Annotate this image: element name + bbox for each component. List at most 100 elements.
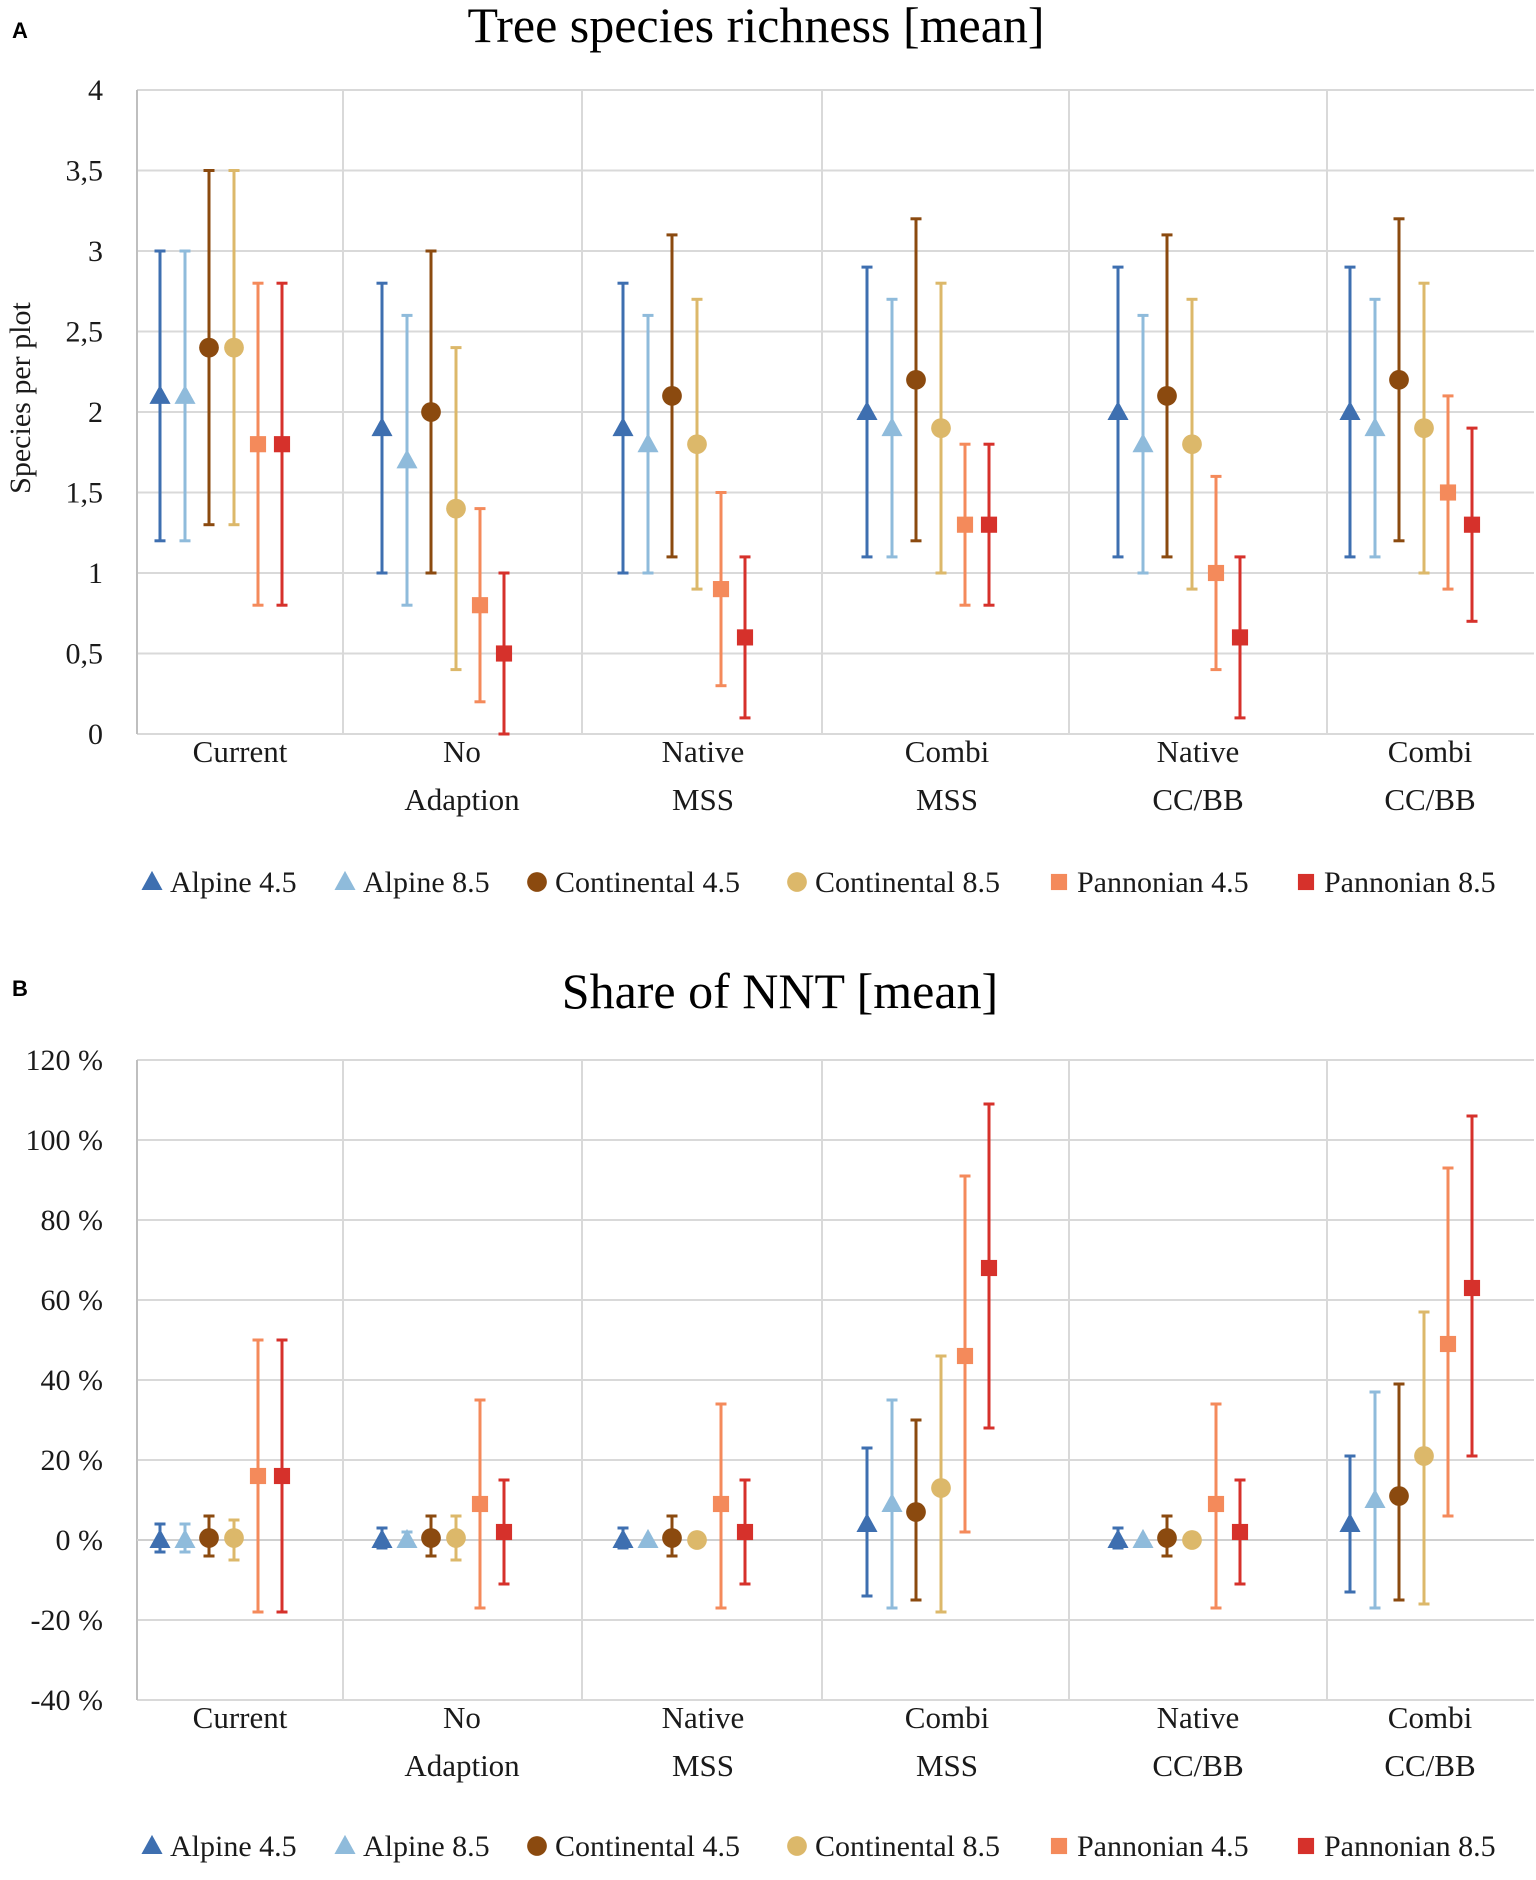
panel-a-tree-species-richness: A Tree species richness [mean] Species p…: [4, 0, 1534, 899]
data-point-continental-4-5-no-adaption: [421, 402, 441, 422]
data-point-continental-8-5-current: [224, 337, 244, 358]
data-point-continental-8-5-native-mss: [687, 1530, 707, 1550]
y-tick-label: 60 %: [41, 1284, 104, 1317]
x-tick-label-combi: Combi: [1388, 1700, 1473, 1735]
y-tick-label: 4: [88, 74, 103, 107]
series-pannonian-4-5: [249, 281, 1457, 704]
data-point-continental-4-5-combi-cc-bb: [1389, 369, 1409, 390]
data-point-pannonian-8-5-combi-cc-bb: [1463, 516, 1481, 533]
x-tick-label-native: Native: [1157, 1700, 1240, 1735]
data-point-alpine-4-5-current: [149, 1528, 171, 1549]
series-continental-8-5: [224, 169, 1434, 672]
data-point-pannonian-8-5-combi-cc-bb: [1463, 1279, 1481, 1297]
data-point-alpine-4-5-native-cc-bb: [1107, 1528, 1129, 1549]
y-tick-label: 40 %: [41, 1364, 104, 1397]
data-point-continental-8-5-current: [224, 1528, 244, 1548]
x-tick-label-current: Current: [193, 1700, 288, 1735]
y-tick-label: 120 %: [26, 1044, 104, 1077]
data-point-alpine-8-5-no-adaption: [396, 449, 418, 469]
legend-label-continental-8-5: Continental 8.5: [815, 866, 1000, 899]
legend-marker-continental-8-5: [787, 872, 807, 892]
legend-marker-pannonian-4-5: [1050, 873, 1068, 891]
data-point-alpine-8-5-no-adaption: [396, 1528, 418, 1549]
data-point-alpine-8-5-combi-mss: [881, 1492, 903, 1513]
legend-label-pannonian-8-5: Pannonian 8.5: [1324, 866, 1496, 899]
x-tick-label-no: No: [443, 734, 481, 769]
legend-marker-continental-4-5: [527, 1836, 547, 1856]
panel-a-y-axis-label: Species per plot: [4, 302, 37, 494]
data-point-pannonian-4-5-combi-cc-bb: [1439, 484, 1457, 501]
data-point-continental-4-5-combi-mss: [906, 369, 926, 390]
data-point-pannonian-4-5-current: [249, 1467, 267, 1485]
data-point-continental-4-5-native-cc-bb: [1157, 386, 1177, 406]
panel-a-title: Tree species richness [mean]: [467, 0, 1044, 53]
data-point-alpine-8-5-current: [174, 384, 196, 404]
panel-a-plot-area: 0 0,5 1 1,5 2 2,5 3 3,5 4 Current No Adaption Native…: [66, 74, 1534, 817]
x-tick-label-combi: Combi: [905, 1700, 990, 1735]
data-point-continental-4-5-native-mss: [662, 386, 682, 406]
data-point-continental-8-5-combi-mss: [931, 1478, 951, 1498]
y-tick-label: -20 %: [31, 1604, 103, 1637]
data-point-continental-8-5-combi-mss: [931, 418, 951, 438]
legend-marker-pannonian-8-5: [1297, 1837, 1315, 1855]
data-point-alpine-4-5-native-cc-bb: [1107, 400, 1129, 421]
x-tick-label-mss: MSS: [672, 782, 734, 817]
y-tick-label: 2,5: [66, 316, 104, 349]
data-point-continental-8-5-no-adaption: [446, 498, 466, 519]
x-tick-label-cc-bb: CC/BB: [1384, 782, 1475, 817]
data-point-continental-4-5-combi-mss: [906, 1502, 926, 1522]
data-point-pannonian-4-5-current: [249, 436, 267, 453]
data-point-pannonian-8-5-native-mss: [736, 629, 754, 646]
data-point-alpine-8-5-native-mss: [637, 1528, 659, 1549]
data-point-continental-8-5-combi-cc-bb: [1414, 418, 1434, 438]
data-point-pannonian-4-5-native-mss: [712, 1495, 730, 1513]
data-point-alpine-4-5-no-adaption: [371, 417, 393, 437]
data-point-pannonian-4-5-native-cc-bb: [1207, 1495, 1225, 1513]
data-point-pannonian-8-5-no-adaption: [495, 645, 513, 662]
y-tick-label: 20 %: [41, 1444, 104, 1477]
x-tick-label-adaption: Adaption: [404, 782, 520, 817]
x-tick-label-mss: MSS: [916, 782, 978, 817]
legend-label-alpine-8-5: Alpine 8.5: [363, 1830, 490, 1863]
data-point-pannonian-8-5-current: [273, 436, 291, 453]
legend-marker-continental-8-5: [787, 1836, 807, 1856]
legend-label-pannonian-4-5: Pannonian 4.5: [1077, 866, 1249, 899]
data-point-alpine-4-5-combi-mss: [856, 1512, 878, 1533]
x-tick-label-current: Current: [193, 734, 288, 769]
data-point-continental-4-5-current: [199, 1528, 219, 1548]
y-tick-label: 80 %: [41, 1204, 104, 1237]
legend-label-continental-8-5: Continental 8.5: [815, 1830, 1000, 1863]
series-alpine-4-5: [149, 249, 1361, 575]
y-tick-label: -40 %: [31, 1684, 103, 1717]
x-tick-label-native: Native: [662, 1700, 745, 1735]
y-tick-label: 0,5: [66, 638, 104, 671]
series-pannonian-8-5: [273, 1102, 1481, 1614]
data-point-pannonian-4-5-no-adaption: [471, 1495, 489, 1513]
data-point-alpine-4-5-combi-cc-bb: [1339, 1512, 1361, 1533]
data-point-pannonian-4-5-native-mss: [712, 581, 730, 598]
data-point-alpine-8-5-combi-mss: [881, 417, 903, 437]
data-point-continental-4-5-current: [199, 337, 219, 358]
legend-marker-alpine-4-5: [141, 1834, 163, 1855]
y-tick-label: 3,5: [66, 155, 104, 188]
data-point-pannonian-4-5-combi-mss: [956, 1347, 974, 1365]
data-point-continental-4-5-native-cc-bb: [1157, 1528, 1177, 1548]
x-tick-label-mss: MSS: [916, 1748, 978, 1783]
data-point-pannonian-4-5-no-adaption: [471, 597, 489, 614]
data-point-continental-8-5-native-mss: [687, 434, 707, 455]
data-point-alpine-8-5-native-mss: [637, 433, 659, 453]
legend-marker-alpine-8-5: [334, 1834, 356, 1855]
data-point-alpine-4-5-native-mss: [612, 1528, 634, 1549]
data-point-continental-4-5-combi-cc-bb: [1389, 1486, 1409, 1506]
data-point-alpine-4-5-current: [149, 384, 171, 404]
panel-b-share-of-nnt: B Share of NNT [mean] -40 % -20 % 0 % 20 % 4…: [12, 963, 1534, 1863]
series-alpine-4-5: [149, 1446, 1361, 1598]
y-tick-label: 1: [88, 557, 103, 590]
data-point-continental-8-5-combi-cc-bb: [1414, 1446, 1434, 1466]
data-point-pannonian-8-5-native-cc-bb: [1231, 629, 1249, 646]
legend-label-alpine-4-5: Alpine 4.5: [170, 1830, 297, 1863]
data-point-alpine-4-5-native-mss: [612, 417, 634, 437]
y-tick-label: 100 %: [26, 1124, 104, 1157]
legend-label-pannonian-8-5: Pannonian 8.5: [1324, 1830, 1496, 1863]
